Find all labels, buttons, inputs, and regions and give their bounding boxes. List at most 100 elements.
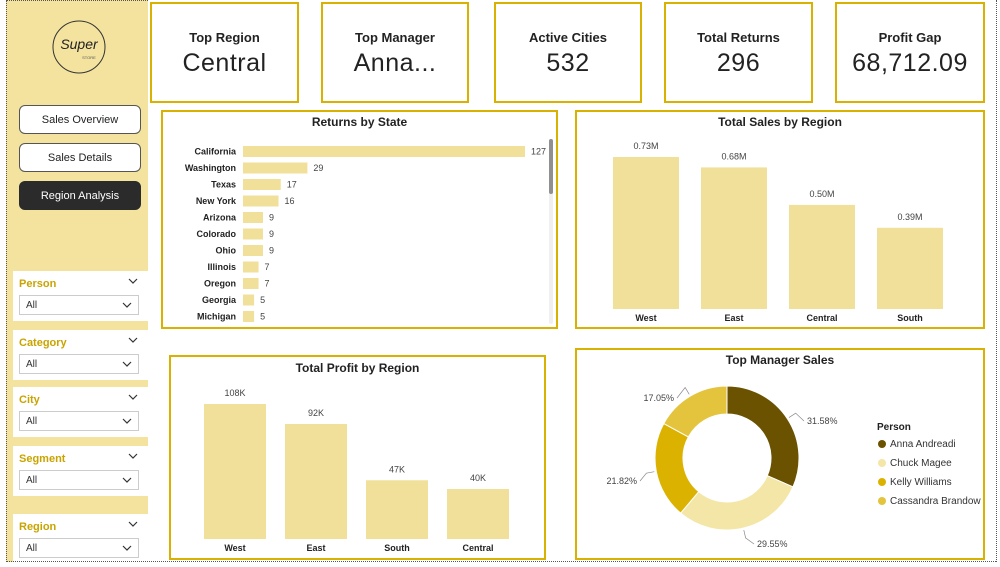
bar[interactable] (243, 261, 259, 273)
chevron-down-icon (122, 418, 132, 424)
data-label: 0.50M (809, 189, 834, 199)
chevron-down-icon[interactable] (128, 519, 138, 529)
donut-slice[interactable] (679, 475, 794, 531)
kpi-label: Profit Gap (878, 30, 942, 45)
kpi-label: Top Manager (355, 30, 435, 45)
bar[interactable] (285, 424, 347, 539)
bar[interactable] (243, 162, 308, 174)
bar[interactable] (243, 195, 279, 207)
category-select[interactable]: All (19, 354, 139, 374)
canvas-border-bottom (6, 561, 996, 562)
data-label: 127 (531, 147, 546, 157)
chevron-down-icon[interactable] (128, 276, 138, 286)
category-label: Oregon (204, 279, 236, 289)
bar[interactable] (243, 228, 263, 240)
donut-slice[interactable] (663, 385, 728, 438)
bar[interactable] (243, 245, 263, 256)
bar[interactable] (789, 204, 855, 309)
bar[interactable] (243, 179, 281, 190)
nav-region-analysis-button[interactable]: Region Analysis (19, 181, 141, 210)
category-label: East (724, 313, 743, 323)
bar[interactable] (701, 167, 767, 309)
kpi-value: 532 (546, 49, 590, 77)
category-label: Central (462, 543, 493, 553)
kpi-top-region: Top Region Central (150, 2, 299, 103)
bar[interactable] (447, 489, 509, 539)
data-label: 47K (389, 464, 405, 474)
returns-by-state-chart: California 127 Washington 29 Texas 17 New York… (185, 139, 553, 324)
kpi-value: Anna... (353, 49, 437, 77)
category-label: Georgia (202, 295, 237, 305)
data-label: 9 (269, 213, 274, 223)
legend-marker (878, 478, 886, 486)
total-profit-by-region-chart: 108K West 92K East 47K South 40K Central (204, 388, 509, 553)
person-select[interactable]: All (19, 295, 139, 315)
chevron-down-icon[interactable] (128, 451, 138, 461)
kpi-value: Central (182, 49, 267, 77)
select-value: All (26, 300, 38, 311)
data-label: 16 (285, 196, 295, 206)
kpi-label: Top Region (189, 30, 260, 45)
nav-sales-overview-button[interactable]: Sales Overview (19, 105, 141, 134)
scrollbar-track[interactable] (549, 139, 553, 324)
filter-label: Region (19, 521, 57, 533)
legend-item[interactable]: Kelly Williams (890, 477, 952, 488)
data-label: 17 (287, 180, 297, 190)
category-label: South (897, 313, 923, 323)
donut-slice[interactable] (654, 422, 700, 514)
chart-title: Total Profit by Region (295, 361, 420, 375)
filter-city: City All (13, 387, 148, 437)
nav-sales-details-button[interactable]: Sales Details (19, 143, 141, 172)
bar[interactable] (243, 294, 255, 306)
bar[interactable] (204, 404, 266, 539)
legend-marker (878, 440, 886, 448)
chevron-down-icon (122, 477, 132, 483)
bar[interactable] (243, 311, 255, 322)
category-label: West (635, 313, 656, 323)
bar[interactable] (877, 227, 943, 309)
bar[interactable] (243, 146, 525, 157)
kpi-label: Total Returns (697, 30, 780, 45)
super-store-logo: Super STORE (52, 20, 106, 74)
leader-line (676, 386, 690, 399)
svg-text:STORE: STORE (82, 55, 96, 60)
kpi-label: Active Cities (528, 30, 608, 45)
category-label: East (306, 543, 325, 553)
select-value: All (26, 359, 38, 370)
select-value: All (26, 475, 38, 486)
data-label: 31.58% (807, 416, 838, 426)
kpi-top-manager: Top Manager Anna... (321, 2, 469, 103)
scrollbar-thumb[interactable] (549, 139, 553, 194)
segment-select[interactable]: All (19, 470, 139, 490)
legend-marker (878, 497, 886, 505)
category-label: Ohio (216, 246, 237, 256)
city-select[interactable]: All (19, 411, 139, 431)
legend-item[interactable]: Anna Andreadi (890, 439, 956, 450)
data-label: 40K (470, 473, 486, 483)
kpi-value: 68,712.09 (852, 49, 968, 77)
data-label: 0.68M (721, 151, 746, 161)
total-sales-by-region-chart: 0.73M West 0.68M East 0.50M Central 0.39M South (613, 141, 943, 323)
legend-title: Person (877, 422, 911, 433)
chart-title: Total Sales by Region (718, 115, 842, 129)
donut-slice[interactable] (726, 385, 800, 488)
bar[interactable] (613, 157, 679, 309)
bar[interactable] (243, 212, 263, 223)
legend-item[interactable]: Chuck Magee (890, 458, 952, 469)
chevron-down-icon[interactable] (128, 392, 138, 402)
bar[interactable] (243, 278, 259, 289)
chevron-down-icon (122, 545, 132, 551)
data-label: 17.05% (643, 393, 674, 403)
region-select[interactable]: All (19, 538, 139, 558)
bar[interactable] (366, 480, 428, 539)
chevron-down-icon (122, 302, 132, 308)
category-label: Texas (211, 180, 236, 190)
legend-item[interactable]: Cassandra Brandow (890, 496, 981, 507)
chevron-down-icon[interactable] (128, 335, 138, 345)
svg-text:Super: Super (60, 36, 99, 52)
kpi-profit-gap: Profit Gap 68,712.09 (835, 2, 985, 103)
filter-segment: Segment All (13, 446, 148, 496)
leader-line (788, 412, 805, 422)
filter-label: Person (19, 278, 57, 290)
sidebar: Super STORE Sales Overview Sales Details… (6, 0, 148, 564)
